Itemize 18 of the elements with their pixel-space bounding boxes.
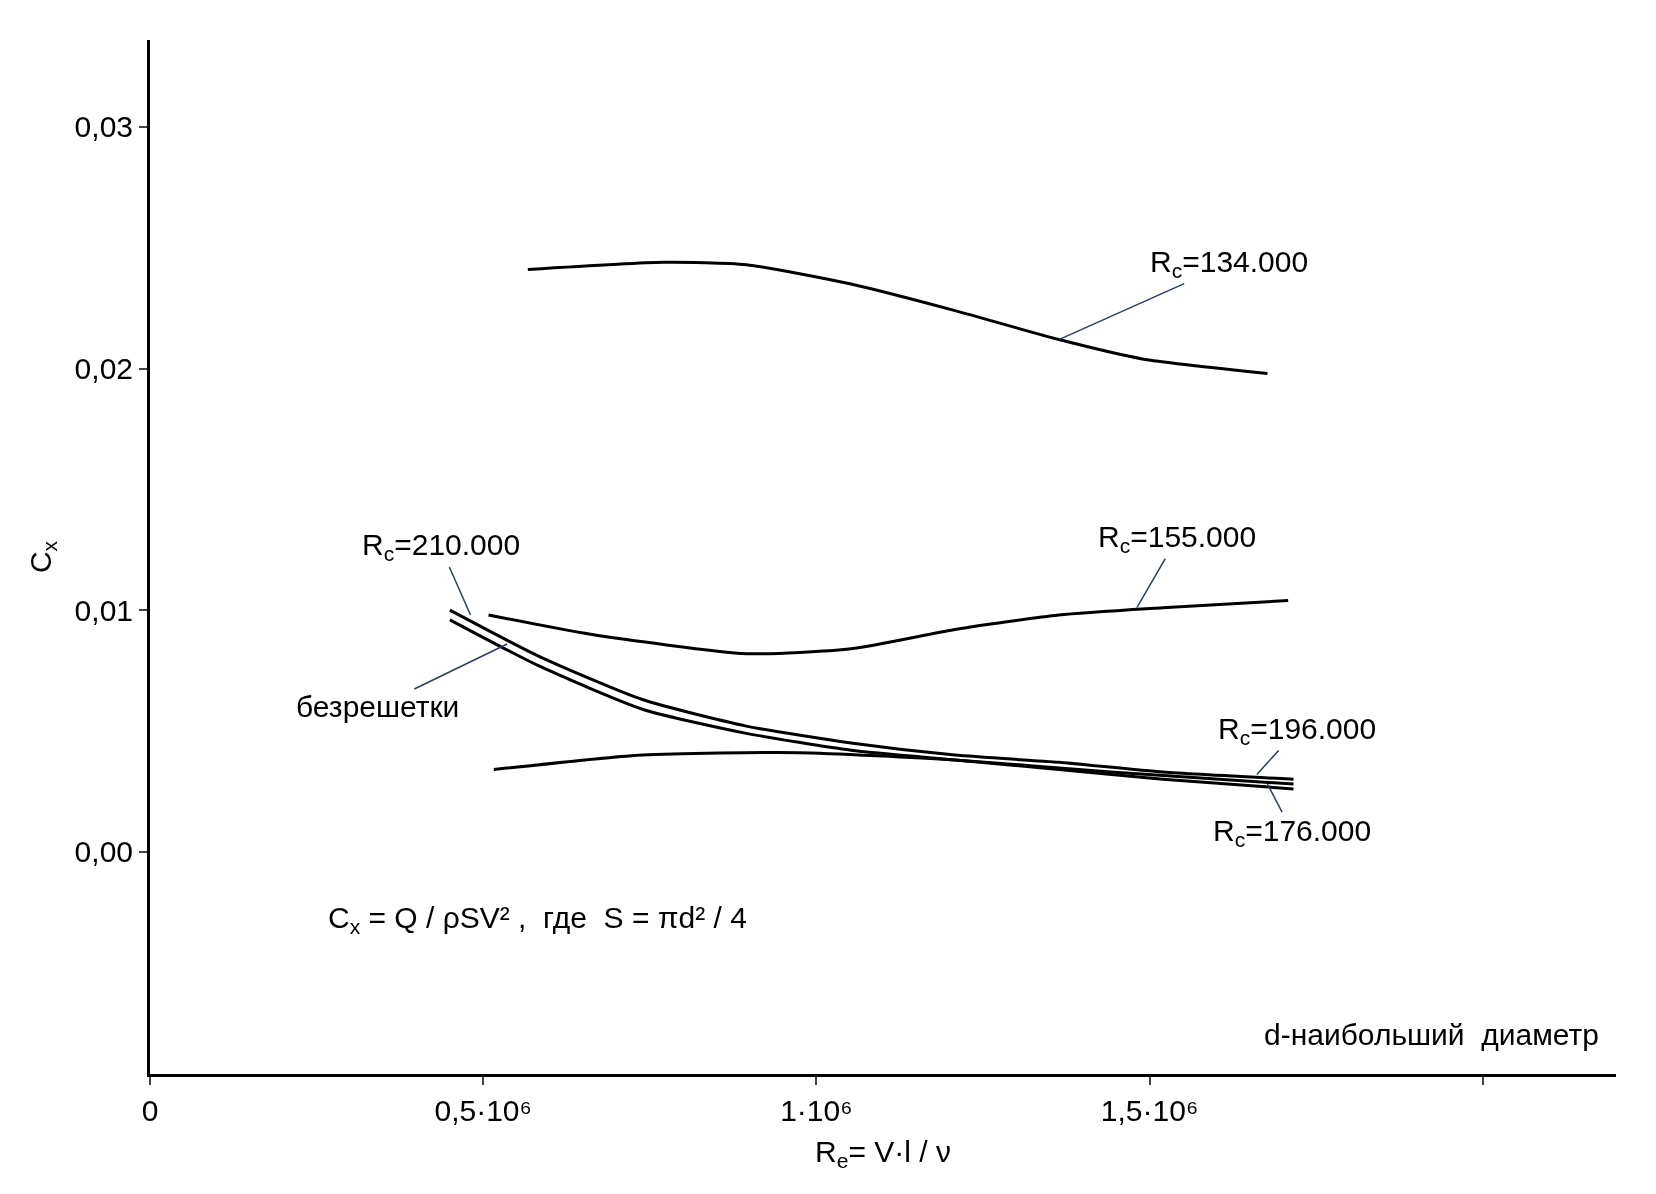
y-tick-label: 0,02: [74, 352, 133, 386]
annotation: d-наибольший диаметр: [1264, 1018, 1599, 1051]
y-tick-label: 0,03: [74, 110, 133, 144]
x-axis-title: R$_{e}$= V·l / ν: [815, 1134, 951, 1172]
text: = Q / ρSV² , где S = πd² / 4: [368, 901, 747, 934]
y-tick-label: 0,00: [74, 835, 133, 869]
annotation: безрешетки: [296, 690, 460, 723]
annotation: R$_{c}$=176.000: [1213, 814, 1372, 852]
x-tick-label: 0: [141, 1094, 159, 1127]
y-tick-label: 0,01: [74, 593, 133, 627]
x-tick-label: 0,5·10⁶: [434, 1094, 532, 1127]
annotation: R$_{c}$=134.000: [1150, 245, 1309, 283]
annotation: R$_{c}$=210.000: [362, 528, 521, 566]
annotation: R$_{c}$=196.000: [1218, 712, 1377, 750]
annotation: R$_{c}$=155.000: [1098, 520, 1257, 558]
x-tick-label: 1,5·10⁶: [1100, 1094, 1199, 1127]
y-axis-title: C$_{x}$: [328, 901, 361, 939]
x-tick-label: 1·10⁶: [780, 1094, 853, 1127]
